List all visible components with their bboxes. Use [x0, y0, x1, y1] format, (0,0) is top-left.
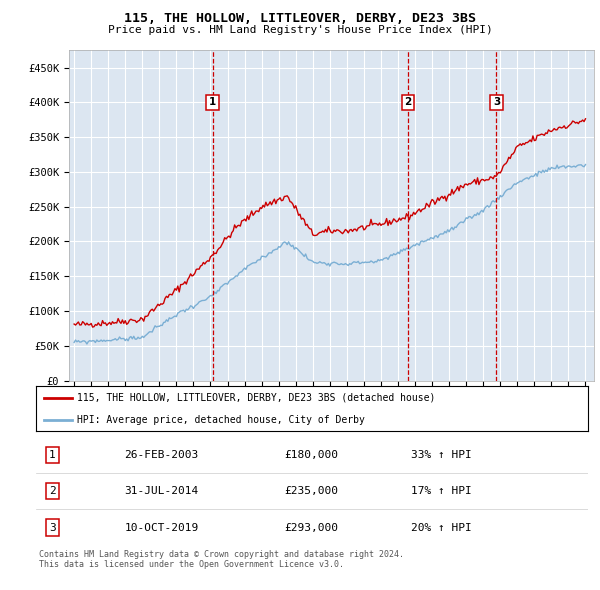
Text: 1: 1	[209, 97, 216, 107]
Text: 10-OCT-2019: 10-OCT-2019	[124, 523, 199, 533]
Text: 115, THE HOLLOW, LITTLEOVER, DERBY, DE23 3BS (detached house): 115, THE HOLLOW, LITTLEOVER, DERBY, DE23…	[77, 392, 436, 402]
Text: 17% ↑ HPI: 17% ↑ HPI	[412, 486, 472, 496]
Text: 31-JUL-2014: 31-JUL-2014	[124, 486, 199, 496]
Text: 26-FEB-2003: 26-FEB-2003	[124, 450, 199, 460]
Text: Price paid vs. HM Land Registry's House Price Index (HPI): Price paid vs. HM Land Registry's House …	[107, 25, 493, 35]
Text: 33% ↑ HPI: 33% ↑ HPI	[412, 450, 472, 460]
Text: Contains HM Land Registry data © Crown copyright and database right 2024.
This d: Contains HM Land Registry data © Crown c…	[39, 550, 404, 569]
Text: 20% ↑ HPI: 20% ↑ HPI	[412, 523, 472, 533]
Text: 115, THE HOLLOW, LITTLEOVER, DERBY, DE23 3BS: 115, THE HOLLOW, LITTLEOVER, DERBY, DE23…	[124, 12, 476, 25]
Text: 1: 1	[49, 450, 56, 460]
Text: £293,000: £293,000	[284, 523, 338, 533]
Text: £180,000: £180,000	[284, 450, 338, 460]
Text: 2: 2	[404, 97, 412, 107]
Text: 3: 3	[49, 523, 56, 533]
Text: HPI: Average price, detached house, City of Derby: HPI: Average price, detached house, City…	[77, 415, 365, 425]
Text: £235,000: £235,000	[284, 486, 338, 496]
Text: 2: 2	[49, 486, 56, 496]
Text: 3: 3	[493, 97, 500, 107]
